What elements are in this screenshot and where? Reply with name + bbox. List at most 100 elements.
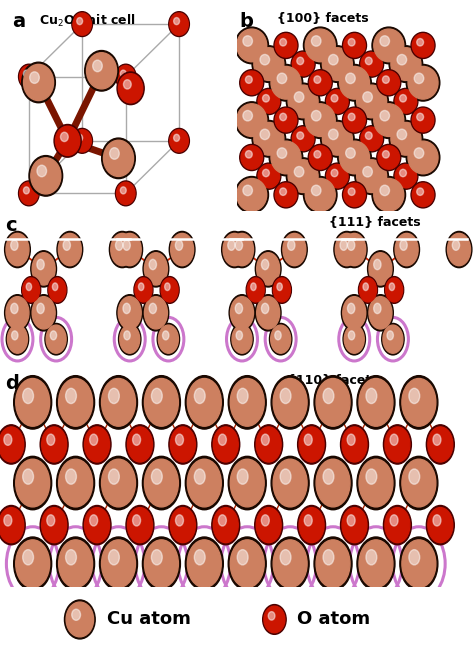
Circle shape [311, 185, 321, 196]
Circle shape [357, 537, 395, 590]
Circle shape [22, 277, 41, 303]
Circle shape [275, 183, 297, 206]
Circle shape [325, 88, 349, 115]
Circle shape [271, 67, 301, 99]
Circle shape [271, 325, 291, 353]
Circle shape [411, 107, 435, 133]
Text: {111} facets: {111} facets [329, 216, 421, 229]
Circle shape [241, 146, 263, 169]
Circle shape [268, 612, 275, 620]
Circle shape [117, 65, 135, 88]
Circle shape [323, 550, 334, 565]
Circle shape [123, 80, 131, 89]
Circle shape [5, 231, 30, 268]
Circle shape [230, 459, 264, 507]
Circle shape [32, 297, 55, 329]
Circle shape [117, 183, 135, 204]
Circle shape [297, 57, 304, 65]
Circle shape [100, 376, 137, 429]
Circle shape [339, 67, 370, 99]
Circle shape [372, 27, 406, 64]
Circle shape [170, 13, 188, 35]
Circle shape [447, 233, 471, 266]
Circle shape [111, 233, 134, 266]
Circle shape [325, 163, 349, 189]
Circle shape [361, 53, 383, 76]
Circle shape [380, 36, 390, 46]
Circle shape [235, 303, 243, 314]
Circle shape [124, 331, 130, 340]
Circle shape [322, 47, 352, 80]
Circle shape [135, 278, 152, 302]
Circle shape [57, 231, 82, 268]
Circle shape [340, 505, 368, 545]
Circle shape [372, 177, 406, 213]
Circle shape [52, 283, 58, 291]
Circle shape [395, 233, 418, 266]
Circle shape [433, 515, 441, 526]
Circle shape [59, 378, 92, 426]
Circle shape [355, 83, 388, 120]
Circle shape [246, 76, 252, 83]
Circle shape [102, 138, 135, 179]
Circle shape [380, 111, 390, 121]
Circle shape [23, 469, 34, 484]
Circle shape [308, 70, 332, 96]
Circle shape [377, 144, 401, 171]
Circle shape [380, 185, 390, 196]
Circle shape [389, 45, 423, 82]
Circle shape [169, 425, 197, 464]
Circle shape [346, 148, 355, 158]
Circle shape [235, 240, 243, 250]
Circle shape [314, 151, 321, 158]
Circle shape [128, 427, 153, 462]
Circle shape [6, 297, 29, 329]
Circle shape [385, 507, 410, 542]
Circle shape [361, 127, 383, 150]
Circle shape [169, 12, 190, 36]
Circle shape [56, 537, 95, 590]
Circle shape [126, 505, 154, 545]
Circle shape [452, 240, 460, 250]
Circle shape [342, 427, 367, 462]
Circle shape [228, 456, 266, 510]
Circle shape [298, 505, 326, 545]
Circle shape [366, 388, 377, 403]
Circle shape [18, 181, 39, 206]
Circle shape [292, 53, 314, 76]
Circle shape [194, 469, 205, 484]
Circle shape [363, 283, 368, 291]
Circle shape [385, 277, 404, 303]
Circle shape [243, 185, 253, 196]
Circle shape [359, 378, 393, 426]
Circle shape [311, 36, 321, 46]
Circle shape [343, 182, 366, 208]
Circle shape [255, 295, 281, 331]
Circle shape [374, 103, 404, 136]
Circle shape [348, 113, 355, 121]
Circle shape [343, 32, 366, 59]
Circle shape [359, 278, 376, 302]
Circle shape [59, 459, 92, 507]
Circle shape [339, 141, 370, 174]
Circle shape [109, 550, 119, 565]
Circle shape [4, 515, 12, 526]
Circle shape [400, 94, 406, 102]
Circle shape [273, 540, 307, 588]
Circle shape [356, 159, 387, 192]
Circle shape [316, 540, 350, 588]
Circle shape [417, 113, 424, 121]
Circle shape [408, 141, 438, 174]
Circle shape [246, 277, 265, 303]
Circle shape [358, 277, 377, 303]
Circle shape [368, 251, 393, 287]
Circle shape [323, 388, 334, 403]
Circle shape [343, 233, 366, 266]
Circle shape [40, 425, 68, 464]
Circle shape [271, 141, 301, 174]
Circle shape [273, 278, 291, 302]
Circle shape [19, 183, 38, 204]
Circle shape [374, 260, 381, 270]
Circle shape [406, 139, 440, 176]
Circle shape [412, 34, 434, 57]
